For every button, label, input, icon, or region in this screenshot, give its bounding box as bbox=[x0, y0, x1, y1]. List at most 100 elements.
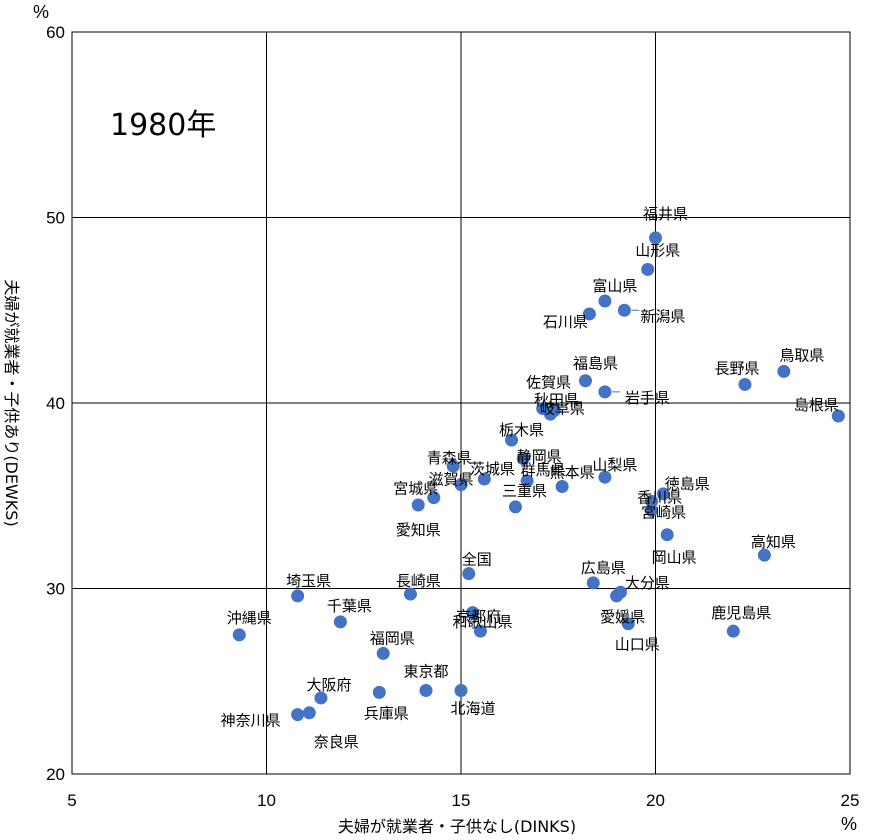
data-point bbox=[473, 624, 487, 638]
point-layer bbox=[232, 231, 845, 722]
point-label: 佐賀県 bbox=[526, 374, 571, 392]
data-point bbox=[446, 459, 460, 473]
point-label: 千葉県 bbox=[327, 597, 372, 615]
x-axis-title: 夫婦が就業者・子供なし(DINKS) bbox=[338, 817, 576, 836]
data-point bbox=[314, 691, 328, 705]
point-label: 三重県 bbox=[502, 482, 547, 500]
y-unit-label: % bbox=[33, 2, 49, 22]
data-point bbox=[586, 576, 600, 590]
point-label: 京都府 bbox=[456, 608, 501, 626]
data-point bbox=[578, 374, 592, 388]
point-label: 熊本県 bbox=[550, 463, 595, 481]
y-tick-label: 50 bbox=[46, 209, 65, 228]
data-point bbox=[372, 685, 386, 699]
data-point bbox=[477, 472, 491, 486]
point-label: 東京都 bbox=[403, 663, 448, 681]
data-point bbox=[757, 548, 771, 562]
y-tick-label: 40 bbox=[46, 394, 65, 413]
data-point bbox=[610, 589, 624, 603]
point-label: 兵庫県 bbox=[364, 704, 409, 722]
point-label: 新潟県 bbox=[640, 307, 685, 325]
point-label: 富山県 bbox=[592, 277, 637, 295]
point-label: 埼玉県 bbox=[286, 572, 331, 590]
data-point bbox=[641, 262, 655, 276]
point-label: 徳島県 bbox=[665, 475, 710, 493]
data-point bbox=[291, 589, 305, 603]
point-label: 福島県 bbox=[573, 355, 618, 373]
data-point bbox=[738, 377, 752, 391]
point-label: 香川県 bbox=[637, 488, 682, 506]
axis-layer: 5 10 15 20 25 20 30 40 50 60 bbox=[46, 23, 859, 810]
point-label: 広島県 bbox=[581, 559, 626, 577]
point-label: 山口県 bbox=[615, 636, 660, 654]
point-label: 宮城県 bbox=[393, 480, 438, 498]
data-point bbox=[454, 478, 468, 492]
point-label: 福井県 bbox=[643, 205, 688, 223]
data-point bbox=[520, 474, 534, 488]
data-point bbox=[645, 504, 659, 518]
point-label: 岡山県 bbox=[652, 549, 697, 567]
point-label: 鹿児島県 bbox=[711, 604, 771, 622]
data-point bbox=[462, 567, 476, 581]
point-label: 和歌山県 bbox=[452, 613, 512, 631]
point-label: 長崎県 bbox=[396, 572, 441, 590]
data-point bbox=[621, 617, 635, 631]
data-point bbox=[466, 606, 480, 620]
point-label: 秋田県 bbox=[534, 391, 579, 409]
point-label: 北海道 bbox=[450, 700, 495, 718]
chart-title: 1980年 bbox=[110, 108, 216, 143]
point-label: 栃木県 bbox=[499, 421, 544, 439]
point-label: 茨城県 bbox=[470, 460, 515, 478]
x-unit-label: % bbox=[841, 814, 857, 834]
point-label: 沖縄県 bbox=[227, 609, 272, 627]
data-point bbox=[403, 587, 417, 601]
y-tick-label: 20 bbox=[46, 765, 65, 784]
point-label: 青森県 bbox=[427, 449, 472, 467]
data-point bbox=[547, 403, 561, 417]
point-label: 鳥取県 bbox=[779, 346, 824, 364]
point-label: 神奈川県 bbox=[221, 712, 281, 730]
data-point bbox=[505, 433, 519, 447]
point-label: 静岡県 bbox=[517, 448, 562, 466]
data-point bbox=[302, 706, 316, 720]
point-label: 長野県 bbox=[714, 359, 759, 377]
data-point bbox=[598, 470, 612, 484]
data-point bbox=[291, 708, 305, 722]
data-point bbox=[555, 479, 569, 493]
x-tick-label: 15 bbox=[452, 791, 471, 810]
data-point bbox=[598, 385, 612, 399]
x-tick-label: 10 bbox=[257, 791, 276, 810]
point-label: 岩手県 bbox=[625, 389, 670, 407]
data-point bbox=[411, 498, 425, 512]
grid-layer bbox=[71, 31, 851, 775]
y-tick-label: 30 bbox=[46, 580, 65, 599]
point-label: 岐阜県 bbox=[540, 399, 585, 417]
data-point bbox=[656, 487, 670, 501]
point-label: 群馬県 bbox=[521, 461, 566, 479]
y-axis-title: 夫婦が就業者・子供あり(DEWKS) bbox=[2, 279, 21, 526]
data-point bbox=[516, 452, 530, 466]
data-point bbox=[376, 646, 390, 660]
data-point bbox=[617, 303, 631, 317]
data-point bbox=[582, 307, 596, 321]
point-label: 奈良県 bbox=[314, 733, 359, 751]
data-point bbox=[508, 500, 522, 514]
point-label: 滋賀県 bbox=[428, 471, 473, 489]
data-point bbox=[777, 364, 791, 378]
point-label: 大阪府 bbox=[306, 676, 351, 694]
data-point bbox=[660, 528, 674, 542]
data-point bbox=[454, 684, 468, 698]
point-label: 山形県 bbox=[635, 241, 680, 259]
data-point bbox=[333, 615, 347, 629]
x-tick-label: 5 bbox=[67, 791, 76, 810]
data-point bbox=[649, 231, 662, 245]
data-point bbox=[232, 628, 246, 642]
point-label: 宮崎県 bbox=[641, 504, 686, 522]
x-tick-label: 25 bbox=[841, 791, 860, 810]
data-point bbox=[726, 624, 740, 638]
point-label: 高知県 bbox=[751, 533, 796, 551]
y-tick-label: 60 bbox=[46, 23, 65, 42]
data-point bbox=[598, 294, 612, 308]
